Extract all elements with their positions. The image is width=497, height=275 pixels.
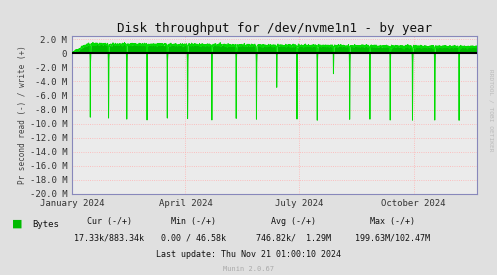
Title: Disk throughput for /dev/nvme1n1 - by year: Disk throughput for /dev/nvme1n1 - by ye… bbox=[117, 21, 432, 35]
Text: Munin 2.0.67: Munin 2.0.67 bbox=[223, 266, 274, 272]
Text: 199.63M/102.47M: 199.63M/102.47M bbox=[355, 233, 430, 242]
Text: Cur (-/+): Cur (-/+) bbox=[87, 217, 132, 226]
Text: RRDTOOL / TOBI OETIKER: RRDTOOL / TOBI OETIKER bbox=[489, 69, 494, 151]
Y-axis label: Pr second read (-) / write (+): Pr second read (-) / write (+) bbox=[18, 45, 27, 184]
Text: 0.00 / 46.58k: 0.00 / 46.58k bbox=[162, 233, 226, 242]
Text: Max (-/+): Max (-/+) bbox=[370, 217, 415, 226]
Text: ■: ■ bbox=[12, 219, 23, 229]
Text: Avg (-/+): Avg (-/+) bbox=[271, 217, 316, 226]
Text: Last update: Thu Nov 21 01:00:10 2024: Last update: Thu Nov 21 01:00:10 2024 bbox=[156, 250, 341, 259]
Text: Bytes: Bytes bbox=[32, 220, 59, 229]
Text: Min (-/+): Min (-/+) bbox=[171, 217, 216, 226]
Text: 17.33k/883.34k: 17.33k/883.34k bbox=[75, 233, 144, 242]
Text: 746.82k/  1.29M: 746.82k/ 1.29M bbox=[256, 233, 331, 242]
